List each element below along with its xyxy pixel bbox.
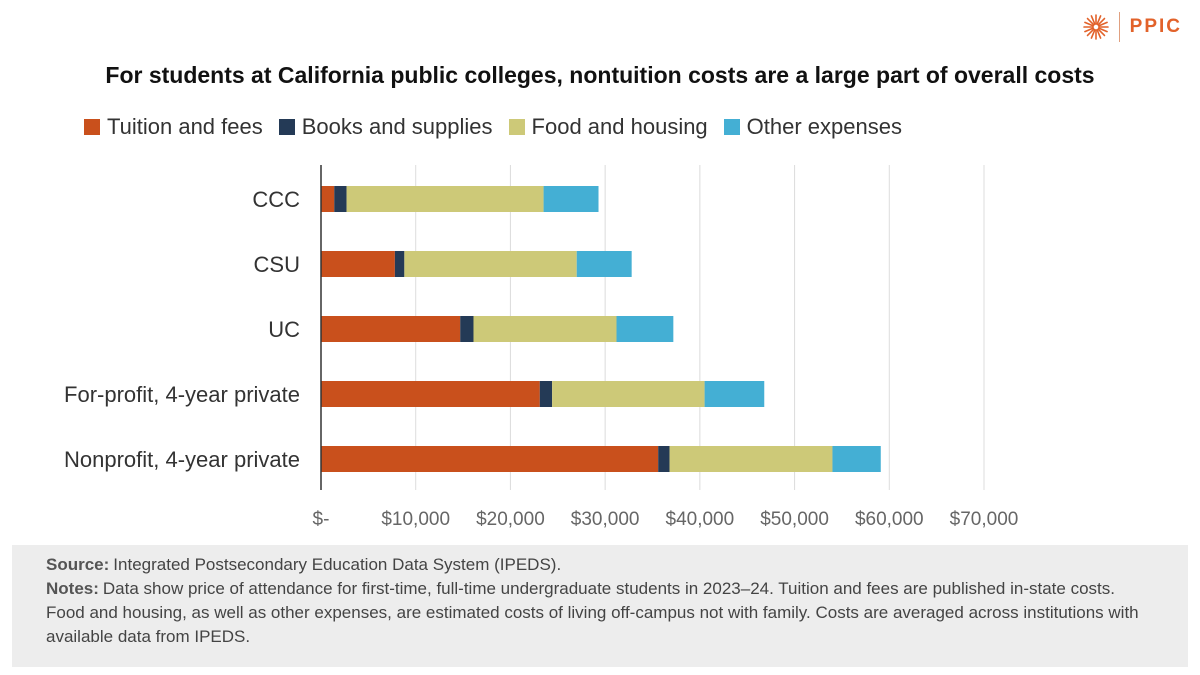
bar-segment [321, 381, 540, 407]
category-label: CSU [254, 252, 300, 277]
bar-segment [616, 316, 674, 342]
category-label: UC [268, 317, 300, 342]
legend-label: Other expenses [746, 114, 902, 139]
notes-label: Notes: [46, 579, 99, 598]
legend-label: Tuition and fees [107, 114, 263, 139]
legend-item: Tuition and fees [84, 114, 263, 140]
logo-divider [1118, 12, 1120, 42]
brand-name: PPIC [1129, 16, 1182, 37]
ppic-burst-icon [1082, 14, 1109, 40]
chart-legend: Tuition and fees Books and supplies Food a… [84, 114, 918, 140]
category-label: Nonprofit, 4-year private [64, 447, 300, 472]
bar-segment [460, 316, 474, 342]
bar-segment [704, 381, 765, 407]
bar-segment [658, 446, 670, 472]
bar-segment [404, 251, 577, 277]
legend-swatch [508, 119, 525, 135]
legend-label: Food and housing [531, 114, 708, 139]
legend-item: Other expenses [723, 114, 902, 140]
bar-segment [334, 186, 347, 212]
bar-segment [832, 446, 881, 472]
legend-swatch [723, 119, 740, 135]
stacked-bar-chart: CCC CSU UC For-profit, 4-year private Nonpro… [64, 165, 1019, 530]
notes-line: Notes: Data show price of attendance for … [46, 577, 1154, 649]
source-notes-panel: Source: Integrated Postsecondary Educatio… [12, 545, 1188, 667]
x-tick-label: $60,000 [855, 509, 924, 530]
legend-item: Books and supplies [278, 114, 493, 140]
bar-segment [346, 186, 544, 212]
bar-segment [394, 251, 405, 277]
legend-item: Food and housing [508, 114, 708, 140]
x-tick-label: $70,000 [950, 509, 1019, 530]
chart-title: For students at California public colleg… [105, 62, 1095, 88]
x-tick-label: $50,000 [760, 509, 829, 530]
legend-swatch [84, 119, 100, 135]
bar-segment [669, 446, 833, 472]
source-label: Source: [46, 555, 110, 574]
x-tick-label: $- [313, 509, 330, 530]
x-tick-label: $40,000 [666, 509, 735, 530]
bar-segment [321, 251, 395, 277]
bar-segment [552, 381, 705, 407]
category-label: For-profit, 4-year private [64, 382, 300, 407]
legend-label: Books and supplies [301, 114, 493, 139]
bar-segment [321, 316, 461, 342]
x-tick-label: $20,000 [476, 509, 545, 530]
legend-swatch [278, 119, 295, 135]
category-label: CCC [252, 187, 300, 212]
ppic-logo: PPIC [1082, 12, 1182, 42]
bar-segment [321, 446, 659, 472]
x-tick-label: $10,000 [381, 509, 450, 530]
bar-segment [321, 186, 335, 212]
bar-segment [543, 186, 599, 212]
source-text: Integrated Postsecondary Education Data … [113, 555, 562, 574]
source-line: Source: Integrated Postsecondary Educatio… [46, 553, 1154, 577]
bar-segment [539, 381, 553, 407]
bar-segment [576, 251, 632, 277]
x-tick-label: $30,000 [571, 509, 640, 530]
bar-segment [473, 316, 617, 342]
notes-text: Data show price of attendance for first-… [46, 579, 1139, 646]
